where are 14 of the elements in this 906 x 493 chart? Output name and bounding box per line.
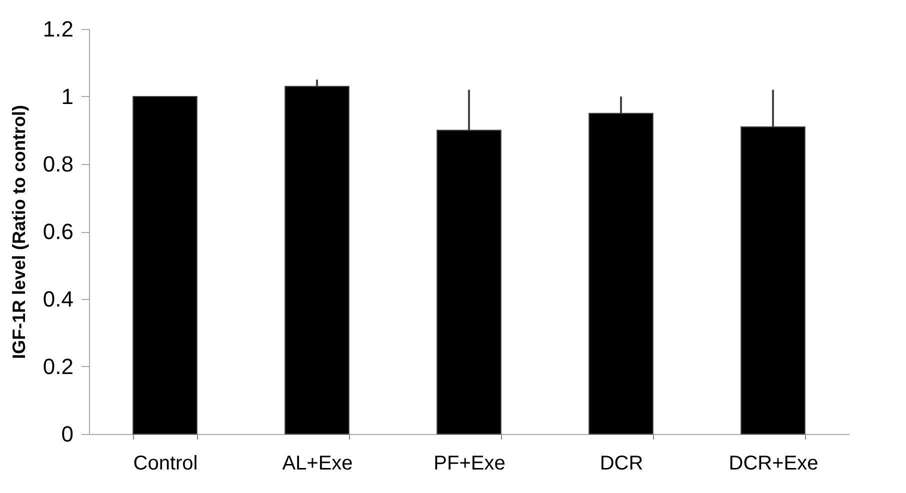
y-tick-label: 1.2	[42, 16, 74, 42]
y-tick-label: 0.4	[42, 286, 74, 312]
y-tick-label: 0.8	[42, 152, 74, 176]
x-tick-label: AL+Exe	[282, 452, 353, 474]
y-tick-label: 1	[61, 84, 74, 109]
y-tick-label: 0.6	[42, 219, 74, 244]
bar	[132, 96, 198, 434]
y-axis-title: IGF-1R level (Ratio to control)	[8, 104, 29, 360]
x-tick-label: Control	[133, 452, 198, 474]
x-tick-label: DCR+Exe	[728, 452, 818, 474]
x-tick-label: DCR	[600, 452, 644, 474]
y-tick-label: 0.2	[42, 354, 74, 379]
y-tick-label: 0	[61, 422, 74, 446]
x-tick-label: PF+Exe	[434, 452, 506, 474]
